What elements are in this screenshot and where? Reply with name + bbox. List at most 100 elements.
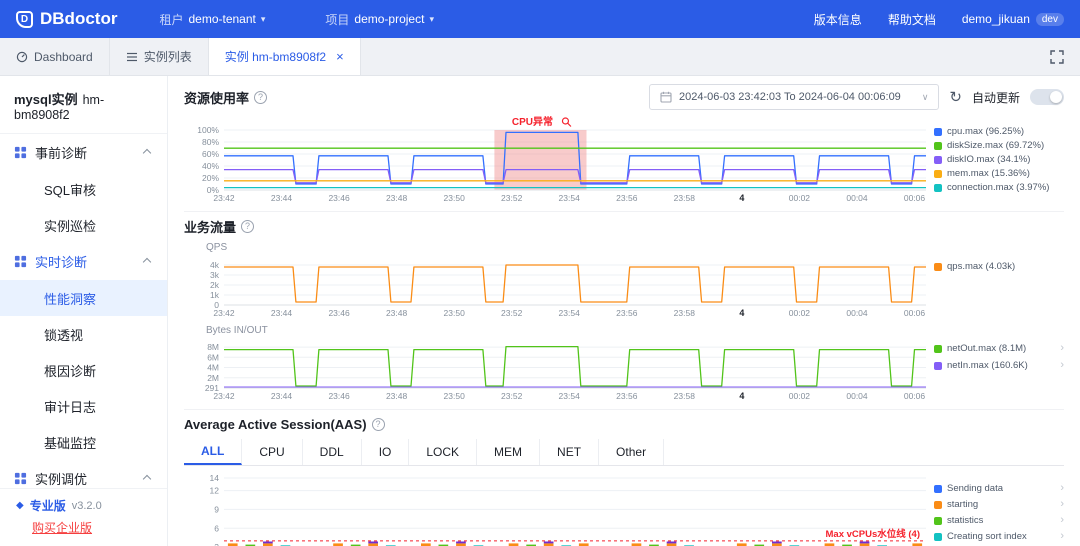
svg-text:Max vCPUs水位线 (4): Max vCPUs水位线 (4): [826, 528, 921, 540]
menu-item-label: 审计日志: [44, 399, 97, 415]
buy-enterprise-link[interactable]: 购买企业版: [32, 521, 93, 535]
menu-item-label: 实例巡检: [44, 218, 97, 234]
toggle-knob: [1050, 91, 1062, 103]
dbdoctor-logo[interactable]: D DBdoctor: [16, 9, 117, 29]
aas-section-header: Average Active Session(AAS) ?: [184, 409, 1064, 439]
chevron-right-icon: ›: [1060, 482, 1064, 494]
svg-text:23:44: 23:44: [271, 193, 293, 203]
sidebar-item-root-cause[interactable]: 根因诊断: [0, 352, 167, 388]
chevron-up-icon: [142, 257, 152, 266]
sidebar-item-instance-tuning[interactable]: 实例调优: [0, 460, 167, 497]
sidebar-item-pre-diagnosis[interactable]: 事前诊断: [0, 134, 167, 171]
date-range-picker[interactable]: 2024-06-03 23:42:03 To 2024-06-04 00:06:…: [648, 84, 940, 110]
tenant-value: demo-tenant: [188, 12, 256, 26]
legend-item[interactable]: connection.max (3.97%): [934, 182, 1064, 193]
svg-text:00:06: 00:06: [904, 308, 926, 318]
tab-aas-io[interactable]: IO: [362, 439, 410, 465]
legend-item[interactable]: netOut.max (8.1M) ›: [934, 343, 1064, 354]
tab-aas-ddl[interactable]: DDL: [303, 439, 362, 465]
date-range-value: 2024-06-03 23:42:03 To 2024-06-04 00:06:…: [678, 91, 901, 103]
resource-usage-chart[interactable]: 0% 20% 40% 60% 80% 100% 23:42 23:44 23:46 23:48 23…: [184, 112, 934, 204]
sidebar-item-audit-log[interactable]: 审计日志: [0, 388, 167, 424]
svg-text:23:56: 23:56: [616, 308, 638, 318]
svg-text:00:06: 00:06: [904, 391, 926, 401]
tab-dashboard[interactable]: Dashboard: [0, 38, 110, 75]
grid-icon: [14, 472, 27, 485]
legend-item[interactable]: statistics ›: [934, 515, 1064, 526]
series-color-swatch: [934, 532, 942, 541]
tab-aas-cpu[interactable]: CPU: [242, 439, 303, 465]
tab-aas-other[interactable]: Other: [599, 439, 665, 465]
tab-instance-hm-bm8908f2[interactable]: 实例 hm-bm8908f2 ×: [208, 38, 361, 75]
env-badge: dev: [1035, 12, 1064, 26]
svg-text:6M: 6M: [207, 352, 219, 362]
series-color-swatch: [934, 169, 942, 178]
legend-item[interactable]: diskSize.max (69.72%): [934, 140, 1064, 151]
sidebar-item-sql-audit[interactable]: SQL审核: [0, 171, 167, 207]
tab-label: Dashboard: [34, 49, 93, 64]
chevron-right-icon: ›: [1060, 514, 1064, 526]
svg-text:23:54: 23:54: [559, 308, 581, 318]
help-docs-link[interactable]: 帮助文档: [887, 12, 936, 27]
resource-section-title: 资源使用率: [184, 90, 250, 106]
tab-aas-mem[interactable]: MEM: [477, 439, 541, 465]
legend-item[interactable]: Sending data ›: [934, 483, 1064, 494]
aas-section-title: Average Active Session(AAS): [184, 417, 367, 432]
series-color-swatch: [934, 127, 942, 136]
tab-label: 实例列表: [143, 50, 192, 64]
help-icon[interactable]: ?: [371, 418, 385, 431]
project-select[interactable]: 项目 demo-project ▾: [325, 11, 434, 28]
help-icon[interactable]: ?: [254, 90, 268, 104]
refresh-button[interactable]: ↻: [949, 88, 962, 106]
close-icon[interactable]: ×: [336, 49, 344, 64]
legend-item[interactable]: mem.max (15.36%): [934, 168, 1064, 179]
aas-chart[interactable]: 3 6 9 12 14 Max vCPUs水位线 (4): [184, 470, 934, 546]
grid-icon: [14, 146, 27, 159]
sidebar-item-realtime-diagnosis[interactable]: 实时诊断: [0, 243, 167, 280]
legend-label: netIn.max (160.6K): [947, 360, 1028, 371]
series-color-swatch: [934, 484, 942, 493]
sidebar-item-basic-monitor[interactable]: 基础监控: [0, 424, 167, 460]
dbdoctor-logo-icon: D: [16, 10, 33, 28]
legend-item[interactable]: Creating sort index ›: [934, 531, 1064, 542]
svg-text:23:56: 23:56: [616, 391, 638, 401]
svg-text:00:02: 00:02: [789, 308, 811, 318]
menu-group-label: 实例调优: [35, 472, 88, 487]
tab-aas-net[interactable]: NET: [540, 439, 600, 465]
traffic-section-header: 业务流量 ?: [184, 211, 1064, 241]
legend-item[interactable]: cpu.max (96.25%): [934, 126, 1064, 137]
user-menu[interactable]: demo_jikuan dev: [962, 12, 1064, 26]
svg-text:CPU异常: CPU异常: [512, 115, 553, 128]
sidebar-item-performance-insight[interactable]: 性能洞察: [0, 280, 167, 316]
tab-aas-lock[interactable]: LOCK: [409, 439, 478, 465]
fullscreen-icon[interactable]: [1050, 49, 1064, 64]
svg-text:23:52: 23:52: [501, 308, 523, 318]
auto-update-toggle[interactable]: [1030, 89, 1064, 105]
svg-text:00:04: 00:04: [846, 391, 868, 401]
legend-item[interactable]: diskIO.max (34.1%): [934, 154, 1064, 165]
help-icon[interactable]: ?: [241, 220, 255, 233]
legend-label: connection.max (3.97%): [947, 182, 1050, 193]
tab-aas-all[interactable]: ALL: [184, 439, 243, 465]
tenant-select[interactable]: 租户 demo-tenant ▾: [159, 11, 265, 28]
legend-item[interactable]: qps.max (4.03k): [934, 261, 1064, 272]
main-content: 资源使用率 ? 2024-06-03 23:42:03 To 2024-06-0…: [168, 76, 1080, 546]
legend-label: Sending data: [947, 483, 1003, 494]
tab-instance-list[interactable]: 实例列表: [110, 38, 209, 75]
sidebar-item-lock-perspective[interactable]: 锁透视: [0, 316, 167, 352]
svg-text:23:48: 23:48: [386, 308, 408, 318]
aas-chart-legend: Sending data › starting › statistics › Creatin…: [934, 470, 1064, 546]
legend-item[interactable]: starting ›: [934, 499, 1064, 510]
sidebar-item-instance-inspection[interactable]: 实例巡检: [0, 207, 167, 243]
sidebar-footer: ◆ 专业版 v3.2.0 购买企业版: [0, 488, 167, 546]
svg-text:4: 4: [739, 193, 744, 203]
legend-label: diskSize.max (69.72%): [947, 140, 1045, 151]
svg-text:23:44: 23:44: [271, 391, 293, 401]
version-info-link[interactable]: 版本信息: [813, 12, 862, 27]
chevron-down-icon: ▾: [429, 13, 434, 24]
series-color-swatch: [934, 155, 942, 164]
resource-chart-legend: cpu.max (96.25%) diskSize.max (69.72%) dis…: [934, 112, 1064, 193]
legend-item[interactable]: netIn.max (160.6K) ›: [934, 360, 1064, 371]
